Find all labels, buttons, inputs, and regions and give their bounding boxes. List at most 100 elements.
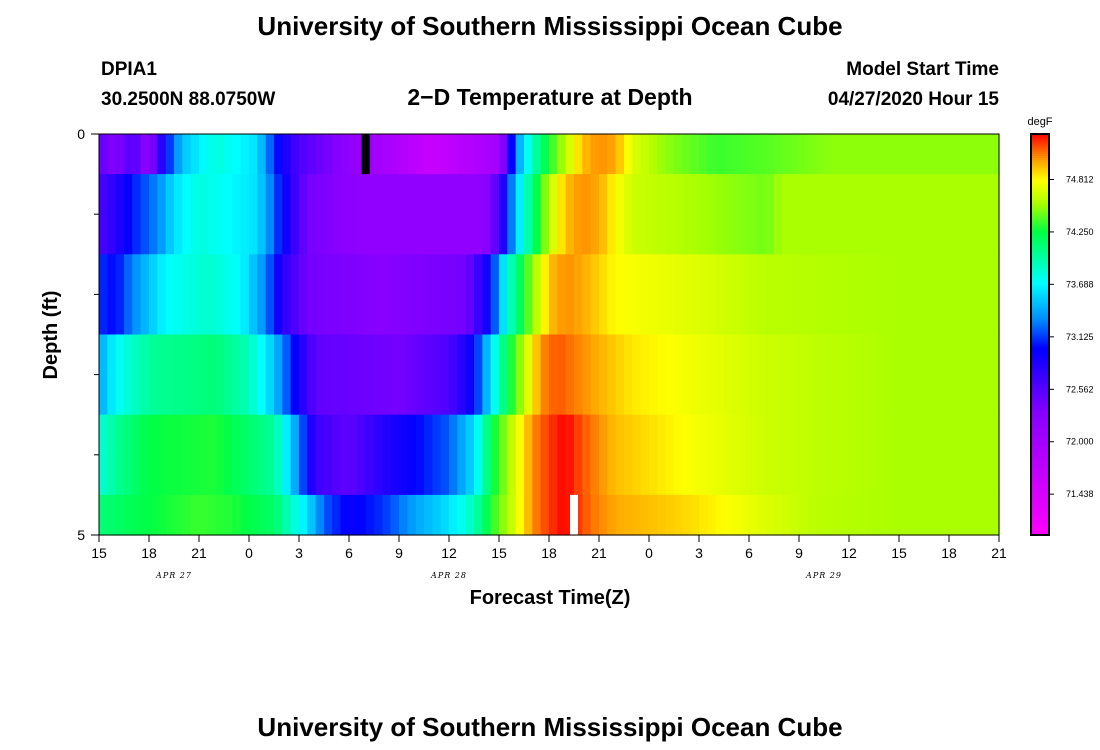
heatmap-cell	[457, 414, 467, 496]
heatmap-cell	[165, 254, 175, 336]
heatmap-cell	[715, 414, 725, 496]
heatmap-cell	[857, 334, 867, 416]
heatmap-cell	[290, 134, 300, 175]
heatmap-cell	[574, 254, 583, 336]
heatmap-cell	[549, 254, 558, 336]
colorbar-strip	[1031, 202, 1049, 205]
heatmap-cell	[857, 254, 867, 336]
heatmap-cell	[457, 134, 467, 175]
heatmap-cell	[182, 414, 192, 496]
heatmap-cell	[465, 254, 475, 336]
heatmap-cell	[749, 254, 758, 336]
y-tick-label: 0	[77, 126, 85, 142]
colorbar-tick-label: 73.688	[1066, 279, 1094, 289]
heatmap-cell	[665, 414, 675, 496]
colorbar-strip	[1031, 290, 1049, 293]
heatmap-cell	[274, 174, 283, 255]
heatmap-cell	[765, 414, 775, 496]
heatmap-cell	[899, 254, 908, 336]
heatmap-cell	[482, 174, 492, 255]
heatmap-cell	[240, 414, 250, 496]
heatmap-cell	[707, 174, 717, 255]
heatmap-cell	[615, 134, 625, 175]
colorbar-strip	[1031, 232, 1049, 235]
heatmap-cell	[915, 494, 925, 536]
model-start-time: 04/27/2020 Hour 15	[828, 89, 1000, 110]
heatmap-cell	[282, 254, 292, 336]
heatmap-cell	[415, 174, 425, 255]
colorbar-strip	[1031, 464, 1049, 468]
x-tick-label: 3	[295, 545, 303, 561]
x-tick-label: 21	[591, 545, 607, 561]
heatmap-cell	[132, 414, 142, 496]
heatmap-cell	[915, 254, 925, 336]
heatmap-cell	[140, 414, 150, 496]
heatmap-cell	[949, 334, 958, 416]
heatmap-cell	[807, 174, 817, 255]
heatmap-cell	[474, 174, 483, 255]
colorbar-strip	[1031, 270, 1049, 273]
heatmap-cell	[249, 414, 258, 496]
heatmap-cell	[824, 174, 833, 255]
colorbar-strip	[1031, 260, 1049, 263]
heatmap-cell	[282, 334, 292, 416]
heatmap-cell	[907, 134, 917, 175]
heatmap-cell	[199, 134, 208, 175]
heatmap-cell	[357, 334, 367, 416]
heatmap-cell	[282, 494, 292, 536]
heatmap-cell	[190, 134, 200, 175]
heatmap-cell	[599, 414, 608, 496]
heatmap-cell	[624, 494, 633, 536]
heatmap-cell	[515, 414, 525, 496]
colorbar-strip	[1031, 482, 1049, 486]
heatmap-cell	[924, 494, 933, 536]
colorbar-strip	[1031, 442, 1049, 446]
colorbar-strip	[1031, 472, 1049, 476]
heatmap-cell	[740, 254, 750, 336]
colorbar-strip	[1031, 148, 1049, 151]
x-tick-label: 6	[745, 545, 753, 561]
heatmap-cell	[524, 174, 533, 255]
heatmap-cell	[490, 174, 500, 255]
colorbar-strip	[1031, 414, 1049, 418]
heatmap-cell	[390, 494, 400, 536]
colorbar-strip	[1031, 356, 1049, 360]
heatmap-cell	[265, 174, 275, 255]
heatmap-cell	[340, 334, 350, 416]
heatmap-cell	[765, 174, 775, 255]
heatmap-cell	[349, 134, 358, 175]
heatmap-cell	[432, 254, 442, 336]
heatmap-cell	[465, 414, 475, 496]
heatmap-cell	[524, 494, 533, 536]
heatmap-cell	[724, 174, 733, 255]
colorbar-strip	[1031, 220, 1049, 223]
heatmap-cell	[349, 334, 358, 416]
colorbar-strip	[1031, 196, 1049, 199]
heatmap-cell	[724, 334, 733, 416]
heatmap-cell	[324, 334, 333, 416]
colorbar-tick-label: 72.000	[1066, 437, 1094, 447]
heatmap-cell	[724, 134, 733, 175]
colorbar-strip	[1031, 474, 1049, 478]
heatmap-cell	[690, 134, 700, 175]
colorbar-strip	[1031, 254, 1049, 257]
heatmap-cell	[124, 494, 133, 536]
x-tick-label: 18	[941, 545, 957, 561]
heatmap-cell	[557, 134, 567, 175]
heatmap-cell	[932, 494, 942, 536]
heatmap-cell	[990, 254, 1000, 336]
colorbar-strip	[1031, 294, 1049, 297]
heatmap-cell	[290, 414, 300, 496]
heatmap-cell	[207, 334, 217, 416]
heatmap-cell	[265, 334, 275, 416]
colorbar-strip	[1031, 522, 1049, 526]
heatmap-cell	[457, 494, 467, 536]
heatmap-cell	[915, 134, 925, 175]
heatmap-cell	[624, 174, 633, 255]
heatmap-cell	[257, 254, 267, 336]
heatmap-cell	[532, 174, 542, 255]
heatmap-cell	[574, 494, 583, 536]
heatmap-cell	[715, 254, 725, 336]
heatmap-cell	[799, 334, 808, 416]
